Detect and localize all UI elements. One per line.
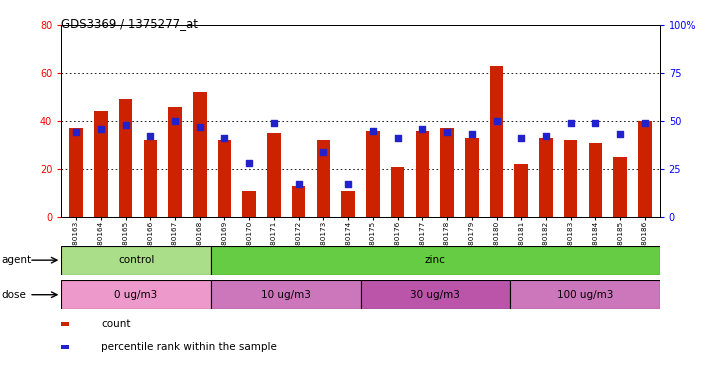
- Bar: [564, 140, 578, 217]
- Text: dose: dose: [1, 290, 27, 300]
- Bar: [211, 280, 360, 309]
- Bar: [168, 107, 182, 217]
- Point: [318, 149, 329, 155]
- Text: 0 ug/m3: 0 ug/m3: [115, 290, 158, 300]
- Point: [268, 120, 280, 126]
- Bar: [211, 246, 660, 275]
- Bar: [242, 190, 256, 217]
- Bar: [292, 186, 306, 217]
- Point: [392, 135, 403, 141]
- Bar: [490, 66, 503, 217]
- Point: [441, 129, 453, 136]
- Text: count: count: [101, 319, 131, 329]
- Bar: [391, 167, 404, 217]
- Text: zinc: zinc: [425, 255, 446, 265]
- Bar: [415, 131, 429, 217]
- Bar: [614, 157, 627, 217]
- Point: [342, 181, 354, 187]
- Point: [614, 131, 626, 137]
- Bar: [61, 280, 211, 309]
- Point: [144, 133, 156, 139]
- Bar: [638, 121, 652, 217]
- Point: [218, 135, 230, 141]
- Bar: [366, 131, 380, 217]
- Bar: [218, 140, 231, 217]
- Bar: [317, 140, 330, 217]
- Point: [293, 181, 304, 187]
- Bar: [94, 111, 107, 217]
- Bar: [119, 99, 133, 217]
- Point: [71, 129, 82, 136]
- Text: 100 ug/m3: 100 ug/m3: [557, 290, 613, 300]
- Text: agent: agent: [1, 255, 32, 265]
- Text: control: control: [118, 255, 154, 265]
- Bar: [510, 280, 660, 309]
- Point: [417, 126, 428, 132]
- Bar: [360, 280, 510, 309]
- Point: [95, 126, 107, 132]
- Text: 10 ug/m3: 10 ug/m3: [261, 290, 311, 300]
- Point: [120, 122, 131, 128]
- Point: [491, 118, 503, 124]
- Bar: [193, 92, 206, 217]
- Point: [194, 124, 205, 130]
- Bar: [341, 190, 355, 217]
- Bar: [61, 246, 211, 275]
- Point: [367, 127, 379, 134]
- Point: [639, 120, 650, 126]
- Point: [565, 120, 577, 126]
- Text: GDS3369 / 1375277_at: GDS3369 / 1375277_at: [61, 17, 198, 30]
- Bar: [515, 164, 528, 217]
- Bar: [588, 142, 602, 217]
- Bar: [143, 140, 157, 217]
- Bar: [267, 133, 280, 217]
- Point: [466, 131, 477, 137]
- Point: [244, 160, 255, 166]
- Point: [169, 118, 181, 124]
- Bar: [69, 128, 83, 217]
- Bar: [539, 138, 553, 217]
- Point: [540, 133, 552, 139]
- Bar: [465, 138, 479, 217]
- Point: [590, 120, 601, 126]
- Point: [516, 135, 527, 141]
- Bar: [441, 128, 454, 217]
- Text: percentile rank within the sample: percentile rank within the sample: [101, 342, 277, 352]
- Text: 30 ug/m3: 30 ug/m3: [410, 290, 460, 300]
